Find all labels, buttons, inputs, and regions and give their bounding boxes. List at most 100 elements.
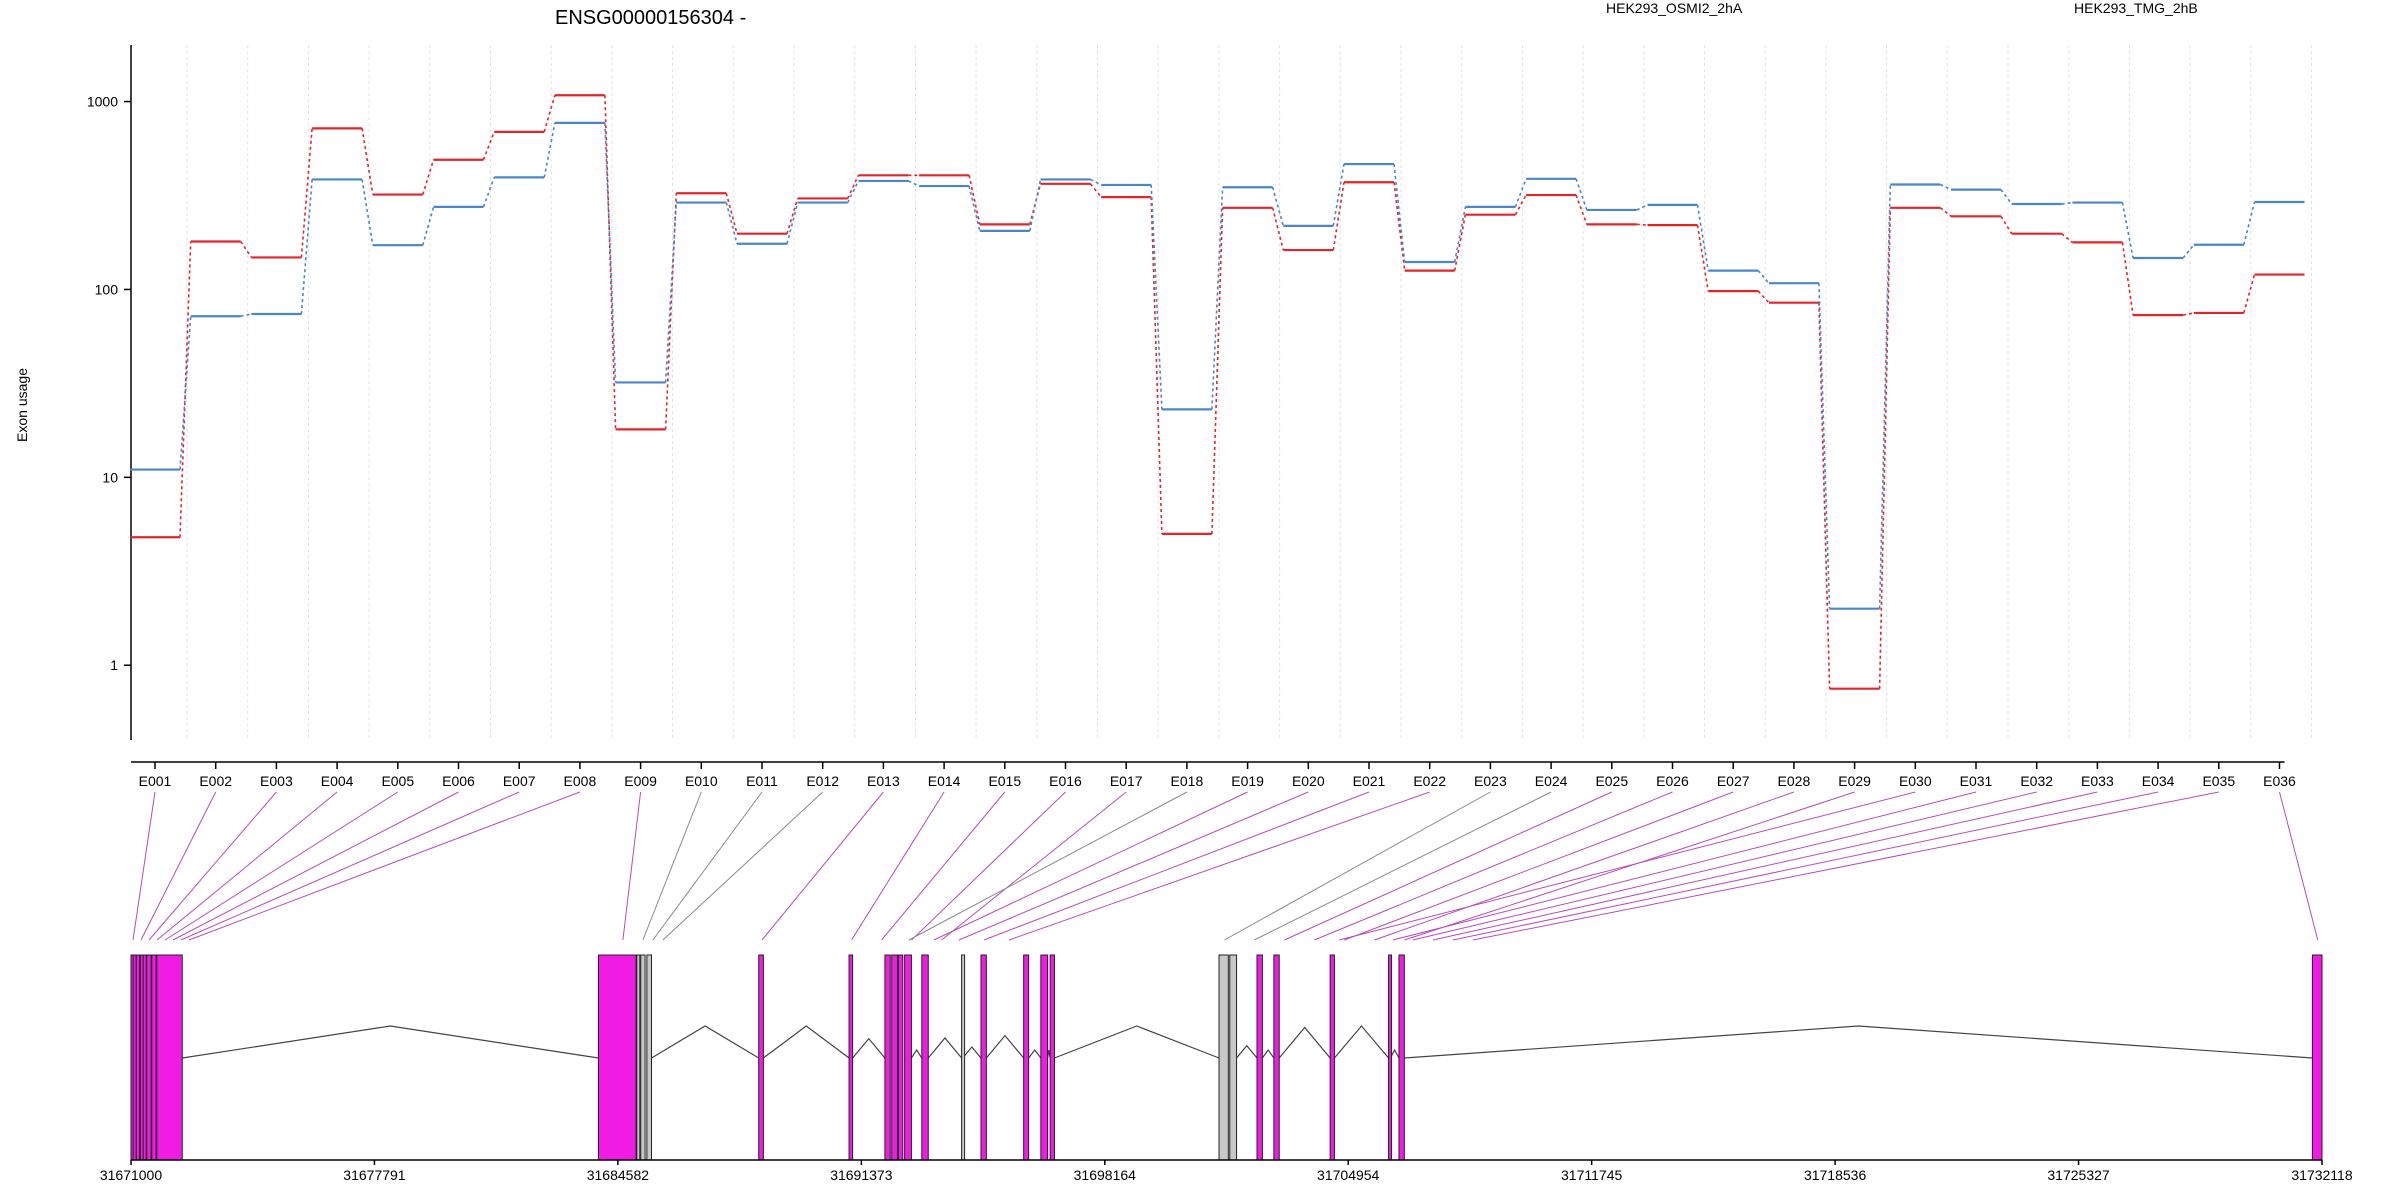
intron-line <box>1404 1025 2313 1059</box>
exon-box <box>1023 954 1030 1161</box>
x-tick-label: E008 <box>564 773 597 789</box>
exon-connector <box>1338 791 1916 941</box>
exon-connector <box>851 791 945 941</box>
genomic-tick-label: 31671000 <box>100 1167 163 1183</box>
series-2-step <box>300 179 313 315</box>
exon-box <box>135 954 141 1161</box>
intron-line <box>1236 1044 1258 1059</box>
x-tick-label: E036 <box>2263 773 2296 789</box>
genomic-tick-label: 31704954 <box>1317 1167 1380 1183</box>
series-2-step <box>1696 204 1709 271</box>
exon-box <box>146 954 152 1161</box>
exon-box <box>597 954 637 1161</box>
series-2-step <box>1818 283 1831 609</box>
exon-box <box>1388 954 1393 1161</box>
exon-connector <box>164 791 399 941</box>
series-1-step <box>1939 207 1952 217</box>
series-2-step <box>179 316 192 470</box>
series-2-step <box>1575 178 1588 211</box>
exon-box <box>1049 954 1055 1161</box>
exon-box <box>921 954 929 1161</box>
intron-line <box>1028 1049 1042 1059</box>
exon-box <box>1218 954 1229 1161</box>
x-tick-label: E024 <box>1535 773 1568 789</box>
series-1-step <box>1757 290 1770 304</box>
x-tick-label: E033 <box>2081 773 2114 789</box>
series-2-step <box>604 122 617 383</box>
series-1-step <box>846 174 860 199</box>
exon-connector <box>911 791 1066 941</box>
series-1-step <box>2061 233 2073 244</box>
x-tick-label: E015 <box>988 773 1021 789</box>
exon-connector <box>132 791 156 941</box>
series-1-step <box>240 241 253 258</box>
y-axis: 1 10 100 1000 <box>87 45 132 740</box>
intron-line <box>1278 1026 1331 1059</box>
genomic-tick-label: 31725327 <box>2047 1167 2110 1183</box>
exon-box <box>884 954 891 1161</box>
series-1-group <box>130 94 2305 690</box>
intron-line <box>985 1034 1025 1059</box>
series-2-step <box>664 202 678 383</box>
x-tick-label: E011 <box>746 773 778 789</box>
series-1-step <box>1271 207 1285 251</box>
genomic-tick-label: 31732118 <box>2291 1167 2352 1183</box>
series-2-step <box>361 179 374 246</box>
x-tick-label: E029 <box>1838 773 1871 789</box>
x-tick-label: E025 <box>1595 773 1628 789</box>
exon-box <box>898 954 904 1161</box>
x-tick-label: E023 <box>1474 773 1507 789</box>
genomic-tick-label: 31698164 <box>1074 1167 1137 1183</box>
exon-box <box>758 954 764 1161</box>
genomic-tick-label: 31718536 <box>1804 1167 1867 1183</box>
x-tick-label: E005 <box>381 773 414 789</box>
y-axis-label: Exon usage <box>14 368 30 442</box>
exon-box <box>1398 954 1405 1161</box>
series-2-step <box>1757 270 1770 284</box>
series-1-step <box>179 241 192 538</box>
exon-box <box>980 954 987 1161</box>
x-tick-label: E017 <box>1110 773 1143 789</box>
series-2-step <box>1271 187 1285 227</box>
intron-line <box>1054 1025 1220 1059</box>
series-lines <box>130 94 2305 690</box>
series-1-step <box>1089 183 1102 198</box>
series-1-step <box>1211 207 1224 534</box>
exon-connector <box>1472 791 2219 941</box>
series-2-step <box>1090 178 1102 186</box>
series-1-step <box>968 175 981 225</box>
exon-connector <box>172 791 459 941</box>
series-2-step <box>1332 163 1345 226</box>
series-2-step <box>1939 183 1952 191</box>
exon-box <box>904 954 912 1161</box>
exon-box <box>640 954 646 1161</box>
series-2-step <box>846 180 860 203</box>
exon-connector <box>1224 791 1491 941</box>
exon-box <box>2311 954 2323 1161</box>
x-tick-label: E026 <box>1656 773 1689 789</box>
series-2-step <box>482 177 495 208</box>
exon-box <box>156 954 183 1161</box>
exon-box <box>132 954 137 1161</box>
x-tick-label: E034 <box>2142 773 2175 789</box>
x-tick-label: E016 <box>1049 773 1082 789</box>
series-1-step <box>725 193 738 234</box>
chart-title: ENSG00000156304 - <box>555 7 746 29</box>
exon-box <box>151 954 157 1161</box>
x-tick-label: E032 <box>2020 773 2053 789</box>
genomic-tick-label: 31691373 <box>830 1167 893 1183</box>
exon-box <box>1256 954 1263 1161</box>
series-2-step <box>543 122 556 178</box>
exon-box <box>1329 954 1335 1161</box>
exon-connector <box>958 791 1309 941</box>
exon-connector <box>140 791 217 941</box>
legend-series-2: HEK293_TMG_2hB <box>2074 0 2198 16</box>
exon-connector <box>156 791 338 941</box>
series-1-step <box>604 95 617 430</box>
series-2-group <box>130 121 2305 610</box>
series-1-step <box>1696 224 1709 292</box>
series-1-step <box>1575 194 1588 225</box>
series-1-step <box>1393 182 1406 271</box>
intron-line <box>1261 1048 1275 1059</box>
x-tick-label: E003 <box>260 773 293 789</box>
